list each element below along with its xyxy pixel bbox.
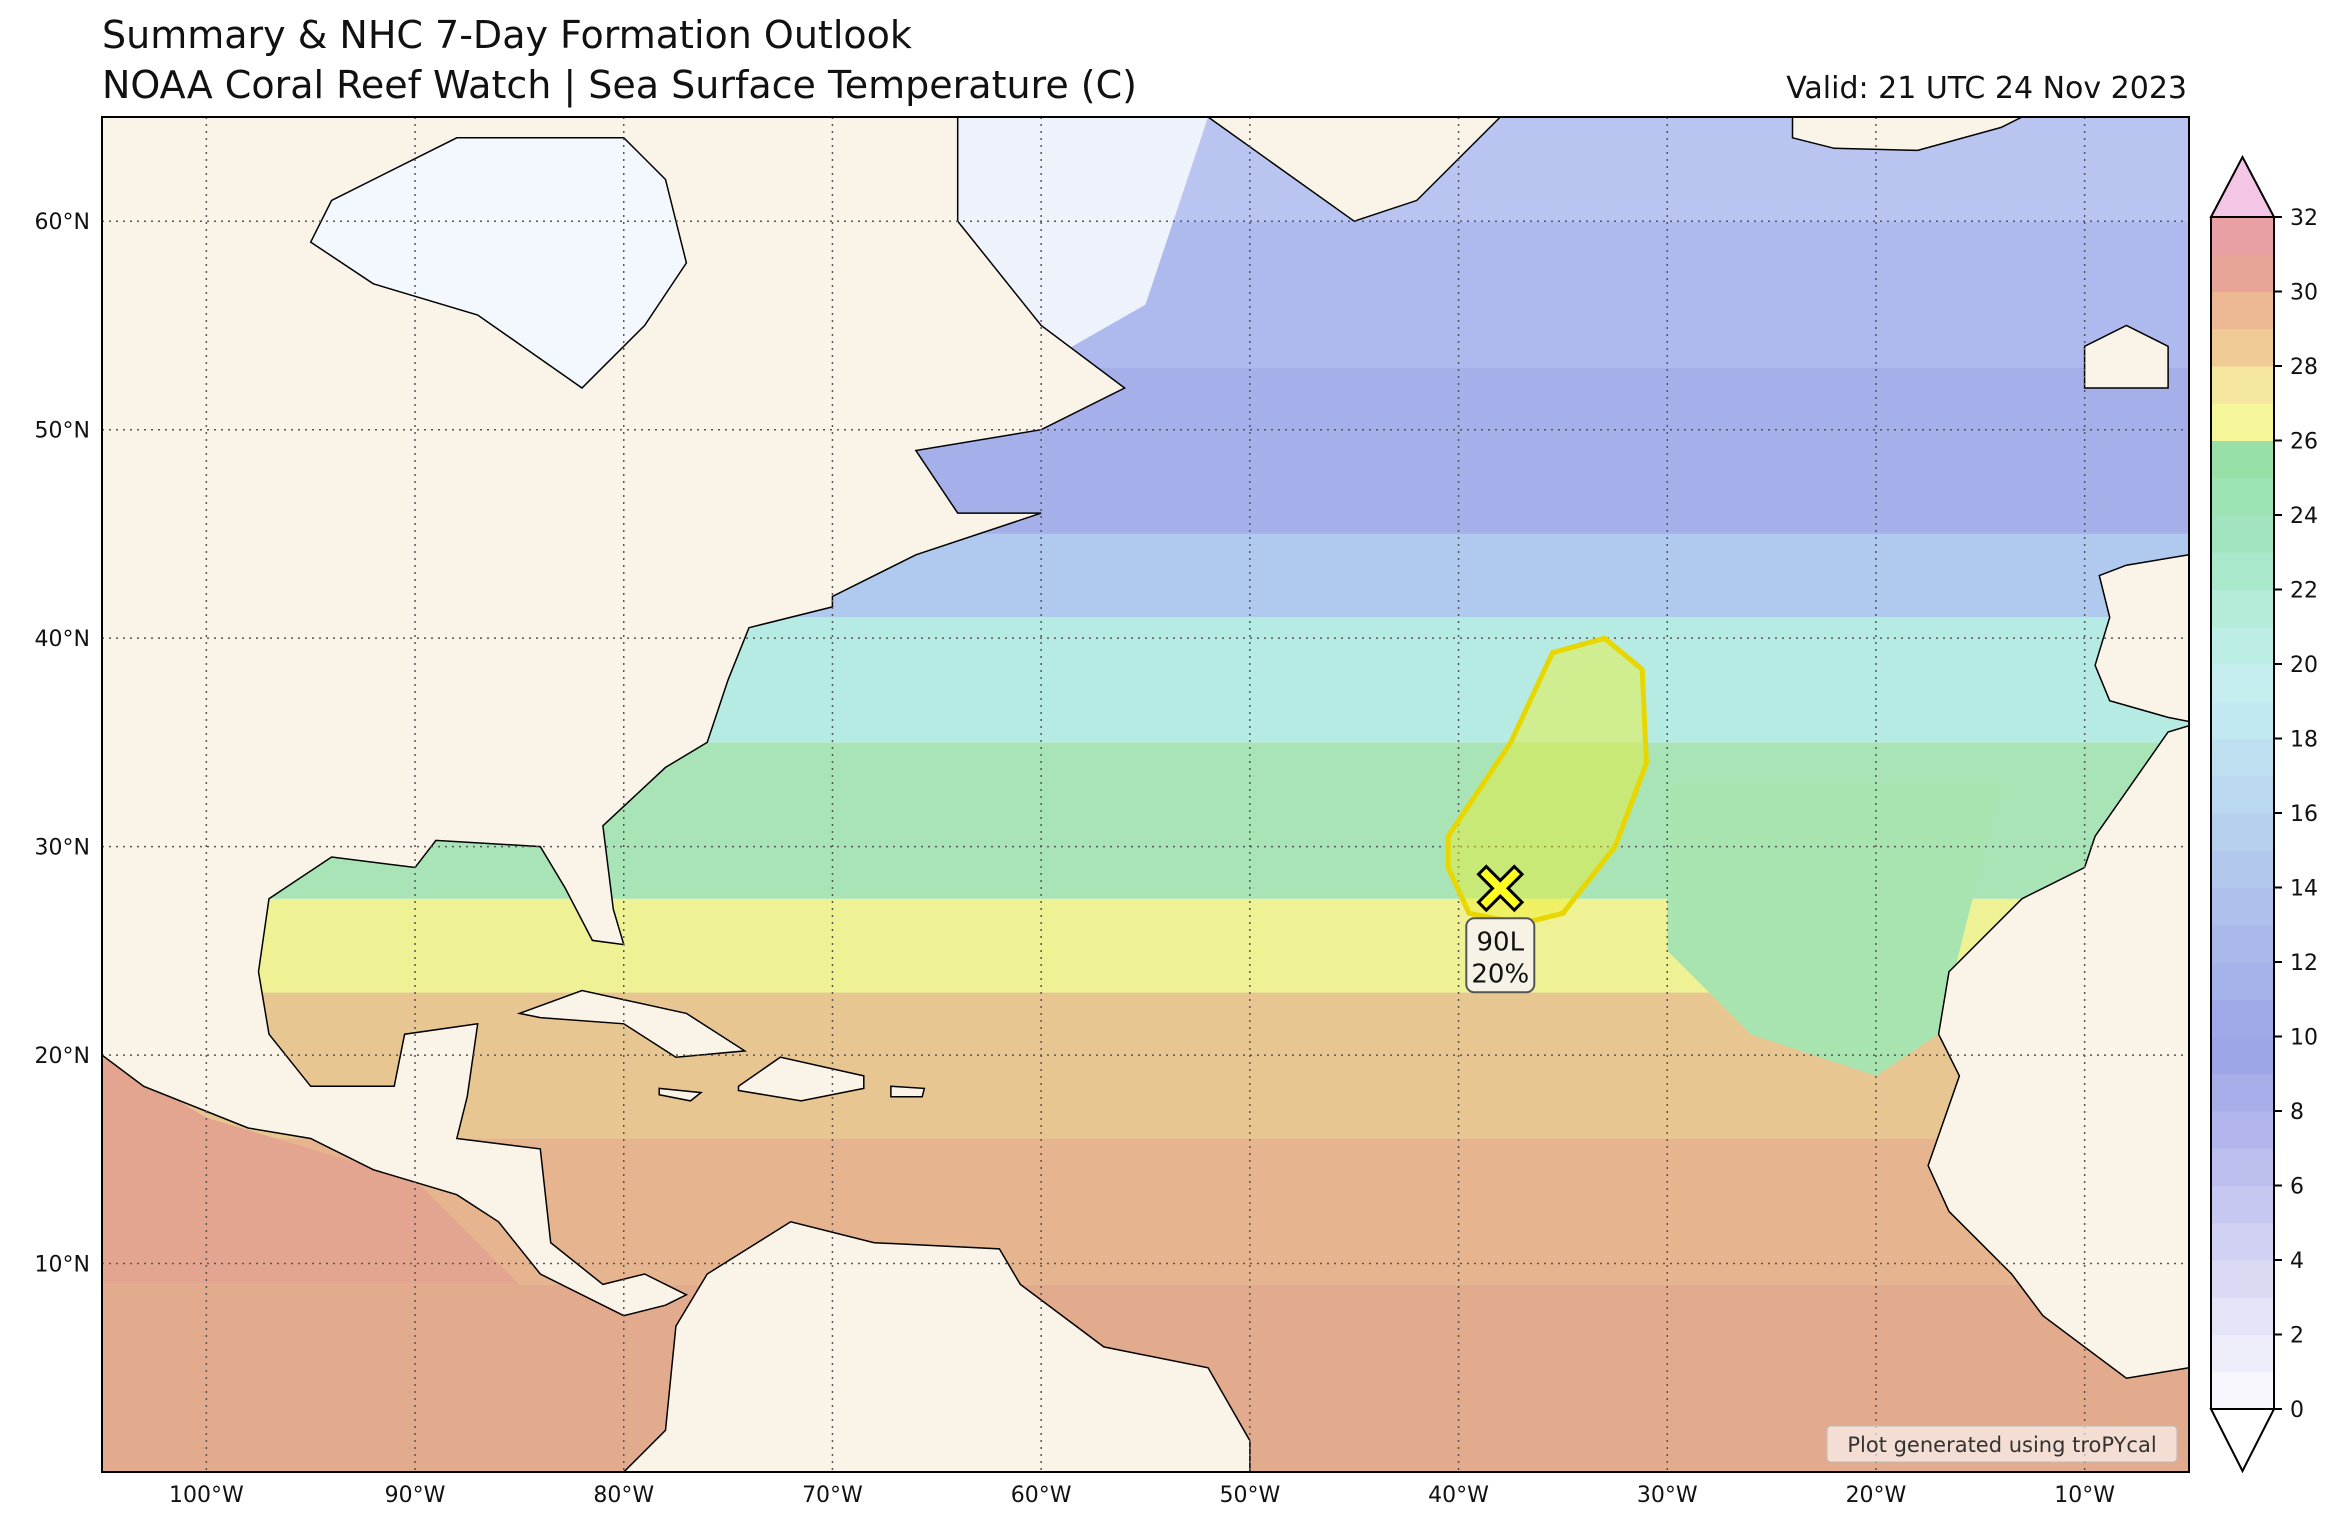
colorbar-tick-label: 32 xyxy=(2290,206,2318,231)
axes: 100°W 90°W 80°W 70°W 60°W 50°W 40°W 30°W 20°W 10°… xyxy=(35,210,2116,1508)
x-tick-label: 100°W xyxy=(169,1483,244,1508)
valid-time: Valid: 21 UTC 24 Nov 2023 xyxy=(1786,71,2187,106)
colorbar-swatch xyxy=(2211,962,2274,1000)
storm-label-box xyxy=(1465,917,1536,994)
map-frame xyxy=(101,116,2190,1473)
colorbar-swatch xyxy=(2211,217,2274,255)
x-tick-label: 60°W xyxy=(1011,1483,1072,1508)
colorbar-tick-label: 4 xyxy=(2290,1249,2304,1274)
colorbar-swatch xyxy=(2211,403,2274,441)
colorbar-over xyxy=(2209,154,2276,218)
land xyxy=(2083,324,2169,389)
colorbar-under xyxy=(2209,1408,2276,1474)
colorbar-swatch xyxy=(2211,1297,2274,1335)
land xyxy=(890,1085,926,1098)
colorbar-tick-label: 6 xyxy=(2290,1175,2304,1200)
y-tick-label: 60°N xyxy=(35,210,90,235)
colorbar-swatch xyxy=(2211,1148,2274,1186)
storm-name: 90L xyxy=(1477,927,1525,957)
sst-region xyxy=(102,1055,520,1285)
colorbar-swatch xyxy=(2211,999,2274,1037)
colorbar-tick-label: 26 xyxy=(2290,430,2318,455)
y-tick-label: 50°N xyxy=(35,419,90,444)
colorbar-tick-label: 14 xyxy=(2290,877,2318,902)
colorbar-swatch xyxy=(2211,1185,2274,1224)
colorbar-tick-label: 30 xyxy=(2290,281,2318,306)
colorbar-swatch xyxy=(2211,515,2274,553)
colorbar-tick-label: 24 xyxy=(2290,504,2318,529)
colorbar-swatch xyxy=(2211,328,2274,367)
land xyxy=(1927,724,2189,1379)
x-tick-label: 90°W xyxy=(385,1483,446,1508)
land xyxy=(658,1087,703,1102)
y-tick-label: 30°N xyxy=(35,836,90,861)
land xyxy=(622,1220,1251,1472)
colorbar-swatch xyxy=(2211,701,2274,739)
credit: Plot generated using troPYcal xyxy=(1847,1433,2156,1457)
colorbar-tick-label: 10 xyxy=(2290,1026,2318,1051)
land xyxy=(102,117,1127,1317)
sst-region xyxy=(1667,784,2002,1076)
storm-marker-fill xyxy=(1480,868,1520,908)
land xyxy=(1206,117,1502,223)
x-tick-label: 50°W xyxy=(1219,1483,1280,1508)
x-tick-label: 80°W xyxy=(593,1483,654,1508)
colorbar-tick-label: 8 xyxy=(2290,1100,2304,1125)
x-tick-label: 40°W xyxy=(1428,1483,1489,1508)
colorbar-tick-label: 22 xyxy=(2290,579,2318,604)
land xyxy=(516,989,748,1058)
colorbar-swatch xyxy=(2211,589,2274,628)
colorbar-swatch xyxy=(2211,552,2274,590)
colorbar-swatch xyxy=(2211,440,2274,479)
colorbar-swatch xyxy=(2211,1222,2274,1261)
colorbar-swatch xyxy=(2211,1371,2274,1410)
x-tick-label: 20°W xyxy=(1846,1483,1907,1508)
land xyxy=(2094,554,2189,723)
colorbar-swatch xyxy=(2211,1334,2274,1373)
colorbar-swatch xyxy=(2211,1111,2274,1149)
colorbar-tick-label: 18 xyxy=(2290,728,2318,753)
colorbar-swatch xyxy=(2211,1036,2274,1075)
colorbar-swatch xyxy=(2211,626,2274,665)
colorbar-tick-label: 16 xyxy=(2290,802,2318,827)
colorbar-swatch xyxy=(2211,254,2274,292)
colorbar-swatch xyxy=(2211,291,2274,330)
land xyxy=(737,1056,865,1102)
colorbar-swatch xyxy=(2211,924,2274,963)
storm-probability: 20% xyxy=(1471,959,1529,989)
x-tick-label: 10°W xyxy=(2054,1483,2115,1508)
colorbar-tick-label: 2 xyxy=(2290,1324,2304,1349)
colorbar-swatch xyxy=(2211,775,2274,814)
colorbar-swatch xyxy=(2211,1260,2274,1298)
colorbar-swatch xyxy=(2211,738,2274,777)
hudson-bay xyxy=(309,137,688,389)
y-tick-label: 20°N xyxy=(35,1044,90,1069)
title: Summary & NHC 7-Day Formation Outlook xyxy=(102,13,912,57)
colorbar-swatch xyxy=(2211,477,2274,516)
colorbar-swatch xyxy=(2211,366,2274,404)
x-tick-label: 30°W xyxy=(1637,1483,1698,1508)
x-tick-label: 70°W xyxy=(802,1483,863,1508)
colorbar-tick-label: 20 xyxy=(2290,653,2318,678)
credit-box xyxy=(1826,1425,2178,1463)
colorbar-swatch xyxy=(2211,850,2274,888)
land xyxy=(1791,117,2023,152)
colorbar-swatch xyxy=(2211,813,2274,851)
colorbar-swatch xyxy=(2211,1073,2274,1112)
colorbar-tick-label: 28 xyxy=(2290,355,2318,380)
colorbar-swatch xyxy=(2211,664,2274,702)
y-tick-label: 10°N xyxy=(35,1253,90,1278)
y-tick-label: 40°N xyxy=(35,627,90,652)
colorbar-tick-label: 12 xyxy=(2290,951,2318,976)
colorbar-swatch xyxy=(2211,887,2274,926)
subtitle: NOAA Coral Reef Watch | Sea Surface Temp… xyxy=(102,63,1137,108)
colorbar-tick-label: 0 xyxy=(2290,1398,2304,1423)
